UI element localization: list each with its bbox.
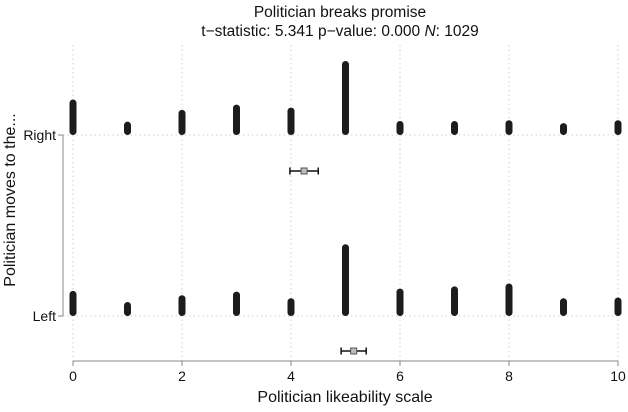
distribution-bar-right	[560, 123, 567, 135]
distribution-bar-left	[396, 288, 404, 316]
t-statistic-value: 5.341	[275, 23, 314, 40]
distribution-bar-right	[396, 120, 404, 135]
distribution-bar-right	[178, 109, 186, 135]
grid-layer	[63, 45, 619, 361]
distribution-bar-right	[451, 120, 458, 135]
chart-subtitle: t−statistic: 5.341 p−value: 0.000 N: 102…	[201, 23, 479, 40]
p-value-label: p−value:	[318, 23, 377, 40]
distribution-bar-left	[233, 291, 240, 316]
y-tick-label-left: Left	[33, 308, 56, 324]
distribution-bar-right	[69, 99, 77, 135]
p-value-value: 0.000	[381, 23, 420, 40]
distribution-bar-right	[614, 120, 622, 135]
distribution-bar-left	[178, 295, 186, 316]
x-tick-label: 2	[178, 368, 186, 384]
x-tick-label: 8	[505, 368, 513, 384]
chart-title: Politician breaks promise	[254, 4, 426, 21]
n-value: 1029	[444, 23, 478, 40]
n-label: N	[424, 23, 436, 40]
distribution-bar-right	[287, 107, 295, 135]
mean-marker	[350, 347, 358, 355]
distribution-bar-right	[505, 120, 513, 135]
distribution-bar-left	[505, 283, 513, 316]
x-tick-label: 10	[610, 368, 626, 384]
x-axis-label: Politician likeability scale	[257, 389, 432, 406]
distribution-bar-left	[614, 297, 622, 316]
t-statistic-label: t−statistic:	[201, 23, 270, 40]
axis-layer: 0 2 4 6 8 10 Right Left	[23, 127, 626, 384]
distribution-bar-right	[342, 61, 349, 135]
distribution-bar-right	[124, 121, 131, 135]
mean-marker	[300, 167, 308, 175]
x-tick-label: 0	[69, 368, 77, 384]
y-axis-label: Politician moves to the...	[2, 113, 19, 286]
x-tick-label: 4	[287, 368, 295, 384]
x-tick-label: 6	[396, 368, 404, 384]
y-tick-label-right: Right	[23, 127, 56, 143]
distribution-bar-left	[287, 298, 295, 316]
distribution-bar-left	[69, 290, 77, 316]
distribution-bar-left	[560, 298, 567, 316]
distribution-bar-left	[124, 301, 131, 316]
data-layer	[69, 61, 622, 355]
n-separator: :	[436, 23, 440, 40]
distribution-bar-left	[342, 244, 349, 316]
distribution-bar-left	[451, 286, 458, 316]
distribution-bar-right	[233, 104, 240, 135]
